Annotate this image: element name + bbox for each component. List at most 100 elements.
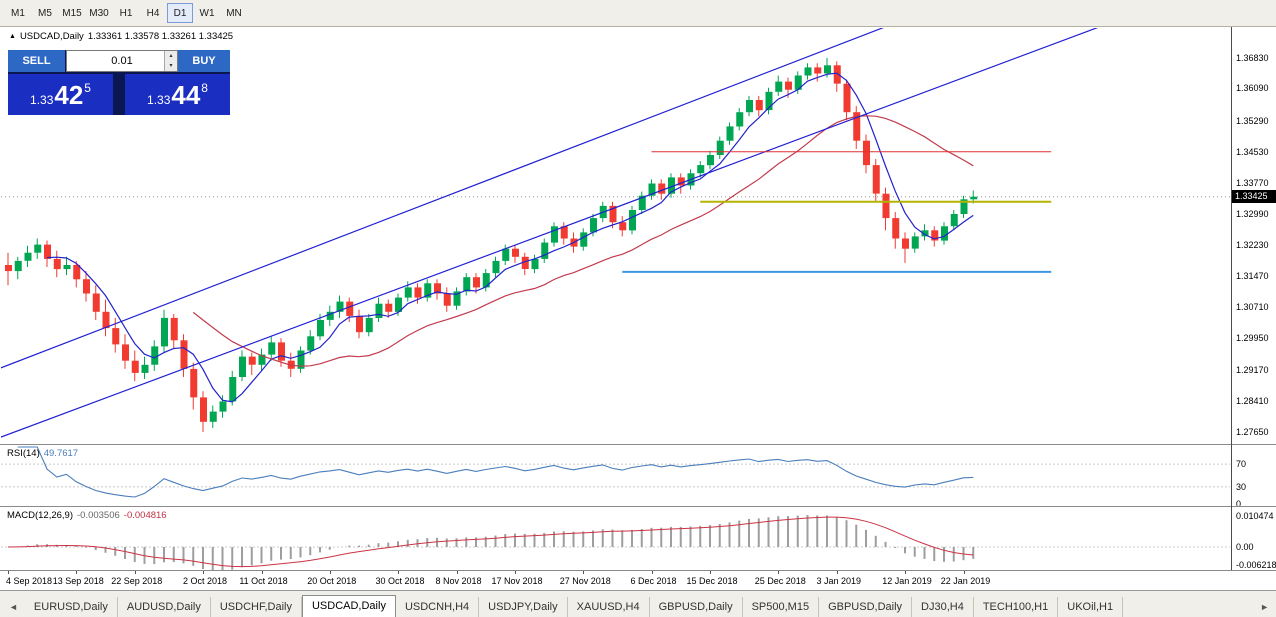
time-tick (329, 571, 331, 574)
chart-tab-usdcnh-h4-4[interactable]: USDCNH,H4 (396, 597, 480, 617)
time-axis[interactable]: 4 Sep 2018 13 Sep 2018 22 Sep 2018 2 Oct 20… (0, 571, 1231, 590)
chart-tab-dj30-h4-10[interactable]: DJ30,H4 (912, 597, 974, 617)
chart-tab-usdcad-daily-3[interactable]: USDCAD,Daily (301, 595, 396, 617)
price-tick: 1.28410 (1236, 396, 1269, 407)
macd-main-value: -0.003506 (77, 510, 120, 521)
bid-base: 1.33 (30, 93, 54, 107)
macd-scale-tick: 0.010474 (1236, 510, 1274, 521)
macd-panel[interactable] (0, 507, 1231, 570)
lot-decrease-icon[interactable]: ▾ (169, 63, 173, 69)
time-label: 8 Nov 2018 (435, 576, 482, 586)
timeframe-button-m15[interactable]: M15 (62, 8, 82, 19)
timeframe-button-h4[interactable]: H4 (146, 8, 160, 19)
timeframe-button-m5[interactable]: M5 (38, 8, 52, 19)
timeframe-button-d1[interactable]: D1 (167, 3, 193, 23)
tabs-scroll-right-icon[interactable]: ► (1260, 602, 1269, 612)
main-chart-layers (1, 28, 1230, 438)
chart-tab-eurusd-daily-0[interactable]: EURUSD,Daily (25, 597, 118, 617)
tabs-scroll-left-icon[interactable]: ◄ (9, 602, 18, 612)
rsi-scale-tick: 70 (1236, 459, 1247, 470)
time-label: 13 Sep 2018 (52, 576, 104, 586)
time-label: 3 Jan 2019 (816, 576, 862, 586)
chart-tab-sp500-m15-8[interactable]: SP500,M15 (743, 597, 820, 617)
price-tick: 1.32990 (1236, 209, 1269, 220)
bid-big-digits: 42 (54, 79, 84, 110)
ask-pip-digit: 8 (201, 81, 208, 95)
price-tick: 1.32230 (1236, 240, 1269, 251)
sell-button[interactable]: SELL (8, 50, 65, 72)
buy-button[interactable]: BUY (178, 50, 230, 72)
price-tick: 1.33770 (1236, 177, 1269, 188)
panel-separator[interactable] (0, 506, 1276, 507)
trendline-2 (1, 28, 884, 369)
lot-size-input[interactable]: 0.01 ▴ ▾ (66, 50, 178, 72)
lot-increase-icon[interactable]: ▴ (169, 53, 173, 59)
rsi-panel[interactable] (0, 445, 1231, 506)
lot-spinner: ▴ ▾ (164, 51, 177, 71)
time-label: 27 Nov 2018 (559, 576, 611, 586)
price-scale[interactable]: 1.33425 1.36830 1.36090 1.35290 1.34530 1.33… (1232, 27, 1276, 590)
chart-tab-usdchf-daily-2[interactable]: USDCHF,Daily (211, 597, 302, 617)
price-tick: 1.31470 (1236, 271, 1269, 282)
time-label: 20 Oct 2018 (307, 576, 357, 586)
chart-tab-audusd-daily-1[interactable]: AUDUSD,Daily (118, 597, 211, 617)
window-collapse-icon[interactable]: ▲ (9, 33, 16, 40)
time-tick (134, 571, 136, 574)
rsi-scale-tick: 0 (1236, 499, 1242, 509)
price-tick: 1.27650 (1236, 427, 1269, 437)
time-tick (651, 571, 653, 574)
panel-separator[interactable] (0, 444, 1276, 445)
chart-tab-tech100-h1-11[interactable]: TECH100,H1 (974, 597, 1059, 617)
time-tick (583, 571, 585, 574)
price-tick: 1.29170 (1236, 365, 1269, 376)
rsi-name: RSI(14) (7, 448, 40, 459)
price-tick: 1.30710 (1236, 302, 1269, 313)
macd-signal-line (7, 516, 974, 568)
time-tick (515, 571, 516, 574)
time-label: 15 Dec 2018 (686, 576, 738, 586)
chart-title: ▲ USDCAD,Daily 1.33361 1.33578 1.33261 1.3… (9, 31, 237, 42)
chart-symbol-label: USDCAD,Daily (19, 31, 84, 42)
timeframe-button-m30[interactable]: M30 (89, 8, 109, 19)
timeframe-button-mn[interactable]: MN (226, 8, 242, 19)
trendline-1 (1, 28, 1099, 438)
chart-tab-xauusd-h4-6[interactable]: XAUUSD,H4 (568, 597, 650, 617)
price-tick: 1.34530 (1236, 146, 1269, 157)
rsi-scale-tick: 30 (1236, 481, 1247, 492)
time-label: 6 Dec 2018 (630, 576, 677, 586)
timeframe-button-h1[interactable]: H1 (119, 8, 133, 19)
time-tick (76, 571, 78, 574)
time-tick (836, 571, 838, 574)
current-price-box: 1.33425 (1232, 190, 1276, 204)
time-label: 30 Oct 2018 (375, 576, 425, 586)
chart-tabs-bar: ◄ EURUSD,Daily AUDUSD,Daily USDCHF,Daily USD… (0, 590, 1276, 617)
time-tick (8, 571, 9, 574)
chart-tab-gbpusd-daily-7[interactable]: GBPUSD,Daily (650, 597, 743, 617)
price-tick: 1.36090 (1236, 83, 1269, 94)
macd-histogram (16, 515, 975, 570)
time-label: 25 Dec 2018 (754, 576, 806, 586)
price-tick: 1.29950 (1236, 333, 1269, 344)
price-tick: 1.35290 (1236, 115, 1269, 126)
sell-price-display[interactable]: 1.33 42 5 (8, 74, 113, 115)
time-tick (963, 571, 965, 574)
time-label: 17 Nov 2018 (491, 576, 543, 586)
bid-pip-digit: 5 (84, 81, 91, 95)
chart-tab-gbpusd-daily-9[interactable]: GBPUSD,Daily (819, 597, 913, 617)
time-tick (905, 571, 906, 574)
moving-average-20 (192, 115, 974, 367)
macd-signal-value: -0.004816 (123, 510, 167, 521)
price-tick: 1.36830 (1236, 53, 1269, 63)
chart-tab-usdjpy-daily-5[interactable]: USDJPY,Daily (479, 597, 568, 617)
chart-ohlc-values: 1.33361 1.33578 1.33261 1.33425 (87, 31, 234, 42)
timeframe-toolbar: M1 M5 M15 M30 H1 H4 D1 W1 MN (0, 0, 1276, 27)
timeframe-button-w1[interactable]: W1 (199, 8, 215, 19)
ask-base: 1.33 (147, 93, 171, 107)
buy-price-display[interactable]: 1.33 44 8 (125, 74, 230, 115)
chart-tab-ukoil-h1-12[interactable]: UKOil,H1 (1058, 597, 1124, 617)
time-tick (456, 571, 458, 574)
macd-scale-tick: 0.00 (1236, 542, 1254, 552)
main-chart[interactable] (0, 27, 1231, 444)
timeframe-button-m1[interactable]: M1 (11, 8, 25, 19)
